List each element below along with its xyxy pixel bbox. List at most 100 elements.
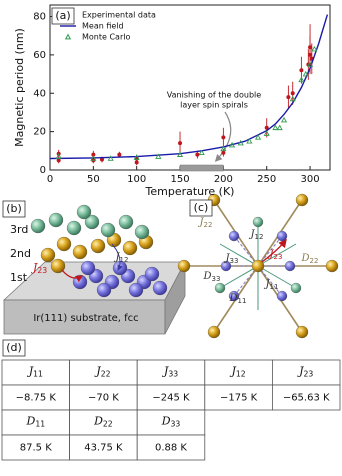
- table-header: J23: [297, 365, 313, 379]
- annotation-range: [179, 164, 224, 172]
- y-tick-label: 0: [40, 165, 46, 176]
- data-point: [276, 124, 283, 131]
- coupling-label: J23: [268, 249, 283, 262]
- symbol: D: [301, 253, 310, 264]
- data-point: [100, 157, 105, 162]
- data-point: [198, 149, 205, 156]
- index: 23: [304, 370, 314, 379]
- atom: [228, 290, 240, 302]
- atom: [284, 260, 296, 272]
- panel-label-box: [51, 7, 75, 25]
- data-point: [264, 125, 269, 130]
- symbol: D: [203, 271, 212, 282]
- data-point: [306, 61, 314, 67]
- coupling-label: J23: [31, 261, 47, 275]
- panel-label: (d): [6, 341, 22, 354]
- data-point: [178, 141, 183, 146]
- data-point: [117, 152, 122, 157]
- atom: [118, 214, 134, 230]
- atom: [214, 282, 226, 294]
- table-header: J12: [229, 365, 245, 379]
- layer-label: 2nd: [10, 247, 31, 260]
- data-point: [237, 139, 244, 146]
- symbol: J: [224, 253, 231, 264]
- layer-label: 1st: [10, 271, 28, 284]
- atom: [100, 222, 116, 238]
- symbol: J: [249, 229, 256, 240]
- data-point: [176, 151, 184, 157]
- legend-label: Experimental data: [82, 11, 156, 20]
- atom: [144, 266, 160, 282]
- x-axis-label: Temperature (K): [145, 185, 235, 198]
- table-cell: [204, 359, 273, 386]
- coupling-label: J33: [224, 253, 239, 266]
- data-point: [286, 95, 291, 100]
- atom: [276, 290, 288, 302]
- index: 22: [103, 420, 113, 429]
- atom: [152, 280, 168, 296]
- atoms-c: [177, 193, 339, 339]
- atom: [56, 236, 72, 252]
- panel-label: (a): [55, 9, 70, 22]
- coupling-label: D11: [229, 293, 247, 306]
- atom: [84, 214, 100, 230]
- atom: [220, 260, 232, 272]
- atom: [122, 240, 138, 256]
- index: 11: [270, 283, 279, 291]
- substrate-label: Ir(111) substrate, fcc: [33, 313, 138, 324]
- atom: [96, 282, 112, 298]
- data-point: [246, 137, 253, 144]
- atoms-b: [30, 204, 168, 298]
- panel-label: (c): [194, 201, 209, 214]
- index: 11: [35, 420, 45, 429]
- bond: [257, 265, 297, 289]
- atom: [72, 244, 88, 260]
- table-header: J33: [162, 365, 178, 379]
- x-tick-label: 200: [214, 174, 233, 185]
- bond: [257, 265, 283, 297]
- table-cell: [136, 359, 206, 386]
- atom: [128, 282, 144, 298]
- atom: [40, 247, 56, 263]
- index: 23: [274, 253, 283, 261]
- atom: [90, 238, 106, 254]
- data-point: [107, 155, 114, 161]
- bond: [219, 265, 259, 289]
- annotation-text: layer spin spirals: [180, 101, 248, 110]
- bond: [233, 265, 259, 297]
- data-point: [221, 150, 226, 155]
- table-value: −70 K: [88, 393, 119, 404]
- data-point: [221, 135, 226, 140]
- index: 33: [171, 420, 181, 429]
- table-cell: [136, 434, 206, 461]
- table-cell: [69, 384, 138, 411]
- data-point: [302, 70, 309, 77]
- x-tick-label: 150: [170, 174, 189, 185]
- symbol: J: [198, 217, 205, 228]
- data-point: [90, 155, 97, 161]
- symbol: J: [31, 261, 38, 274]
- atom: [134, 224, 150, 240]
- data-point: [299, 68, 304, 73]
- data-point: [133, 154, 140, 160]
- atom: [325, 259, 339, 273]
- index: 22: [204, 221, 213, 229]
- atom: [290, 282, 302, 294]
- data-point: [272, 124, 279, 131]
- coupling-label: D33: [203, 271, 221, 284]
- annotation-arrow: [214, 111, 232, 162]
- data-point: [298, 76, 305, 83]
- atom: [48, 212, 64, 228]
- symbol: J: [268, 249, 275, 260]
- table-header: D22: [93, 415, 113, 429]
- symbol: D: [161, 415, 171, 428]
- atom: [228, 230, 240, 242]
- data-point: [280, 116, 288, 123]
- data-point: [290, 91, 295, 96]
- data-point: [91, 152, 96, 157]
- table-value: 43.75 K: [84, 443, 123, 454]
- atom: [251, 259, 265, 273]
- panel-label: (b): [6, 202, 22, 215]
- table-header: J22: [94, 365, 110, 379]
